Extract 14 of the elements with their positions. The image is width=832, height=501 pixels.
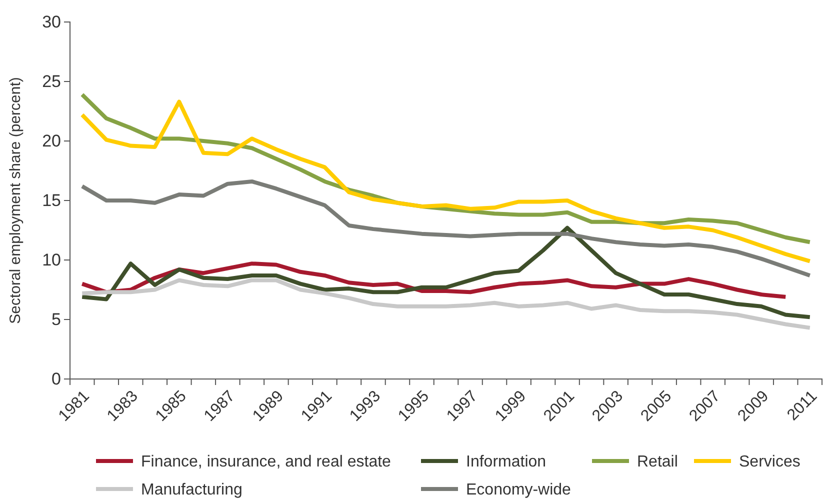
- y-axis-title: Sectoral employment share (percent): [7, 77, 24, 324]
- legend-label: Manufacturing: [141, 482, 242, 499]
- legend-label: Finance, insurance, and real estate: [141, 454, 392, 471]
- y-tick-label: 0: [52, 369, 61, 388]
- legend-label: Retail: [637, 454, 678, 471]
- y-tick-label: 20: [42, 131, 61, 150]
- legend-label: Information: [466, 454, 546, 471]
- y-tick-label: 25: [42, 72, 61, 91]
- y-tick-label: 30: [42, 12, 61, 32]
- y-tick-label: 15: [42, 190, 61, 210]
- y-tick-label: 5: [52, 310, 61, 329]
- y-tick-label: 10: [42, 250, 61, 270]
- legend-label: Economy-wide: [466, 482, 572, 499]
- legend-label: Services: [739, 454, 800, 471]
